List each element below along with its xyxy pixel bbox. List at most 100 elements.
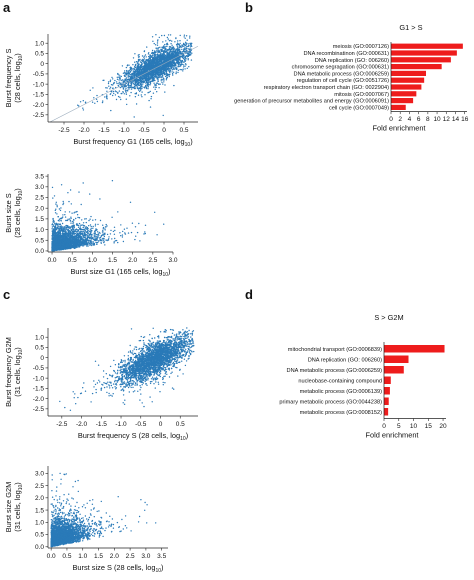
scatter-point bbox=[90, 225, 92, 228]
scatter-point bbox=[88, 230, 91, 232]
scatter-point bbox=[122, 81, 124, 83]
panel-label-a: a bbox=[3, 0, 11, 15]
scatter-point bbox=[178, 58, 180, 61]
scatter-point bbox=[173, 48, 175, 51]
scatter-point bbox=[162, 46, 164, 48]
scatter-point bbox=[163, 70, 165, 72]
scatter-point bbox=[113, 82, 116, 84]
scatter-point bbox=[109, 233, 112, 235]
scatter-point bbox=[55, 208, 57, 210]
scatter-point bbox=[86, 245, 88, 247]
scatter-point bbox=[152, 72, 155, 74]
scatter-point bbox=[139, 73, 141, 76]
scatter-point bbox=[135, 86, 137, 88]
scatter-point bbox=[169, 62, 171, 64]
scatter-point bbox=[157, 68, 160, 70]
scatter-point bbox=[184, 48, 186, 51]
scatter-point bbox=[153, 86, 155, 88]
scatter-point bbox=[138, 56, 140, 58]
scatter-point bbox=[177, 63, 180, 66]
scatter-point bbox=[127, 76, 130, 78]
scatter-point bbox=[162, 57, 164, 59]
scatter-point bbox=[145, 76, 147, 78]
scatter-point bbox=[168, 57, 170, 59]
scatter-point bbox=[109, 79, 112, 81]
scatter-point bbox=[140, 86, 142, 88]
scatter-point bbox=[129, 68, 132, 70]
scatter-point bbox=[69, 189, 72, 191]
scatter-point bbox=[86, 228, 88, 231]
scatter-point bbox=[177, 43, 179, 45]
scatter-point bbox=[137, 79, 140, 81]
scatter-point bbox=[140, 64, 143, 66]
scatter-point bbox=[112, 230, 115, 233]
scatter-point bbox=[148, 76, 151, 78]
scatter-point bbox=[146, 70, 148, 72]
scatter-point bbox=[102, 229, 104, 232]
scatter-point bbox=[158, 55, 160, 57]
scatter-point bbox=[89, 193, 91, 195]
scatter-point bbox=[134, 81, 136, 83]
scatter-point bbox=[59, 233, 61, 236]
scatter-point bbox=[131, 222, 134, 224]
scatter-point bbox=[149, 59, 151, 61]
scatter-point bbox=[164, 75, 167, 78]
scatter-point bbox=[124, 79, 127, 81]
scatter-point bbox=[160, 62, 162, 64]
scatter-point bbox=[125, 77, 128, 79]
scatter-point bbox=[126, 64, 129, 66]
scatter-point bbox=[78, 191, 80, 193]
scatter-point bbox=[172, 74, 174, 76]
scatter-point bbox=[163, 66, 165, 68]
scatter-point bbox=[145, 84, 147, 87]
scatter-point bbox=[165, 68, 168, 70]
scatter-point bbox=[56, 204, 58, 206]
y-tick-label: -2.5 bbox=[33, 112, 45, 119]
scatter-point bbox=[137, 94, 140, 96]
scatter-point bbox=[140, 59, 142, 61]
scatter-point bbox=[123, 81, 126, 83]
scatter-point bbox=[68, 200, 70, 203]
scatter-point bbox=[186, 67, 188, 69]
scatter-point bbox=[181, 45, 184, 47]
scatter-point bbox=[125, 98, 128, 100]
scatter-point bbox=[151, 62, 153, 64]
scatter-point bbox=[137, 72, 139, 74]
scatter-point bbox=[181, 48, 183, 51]
scatter-point bbox=[143, 81, 146, 83]
scatter-point bbox=[144, 232, 146, 235]
scatter-point bbox=[106, 225, 108, 227]
scatter-point bbox=[106, 233, 109, 236]
scatter-point bbox=[134, 53, 136, 55]
scatter-point bbox=[102, 233, 104, 235]
scatter-point bbox=[111, 180, 114, 182]
scatter-point bbox=[169, 60, 172, 63]
scatter-point bbox=[153, 42, 155, 45]
scatter-point bbox=[128, 78, 130, 80]
scatter-point bbox=[180, 62, 182, 64]
scatter-point bbox=[68, 226, 70, 228]
scatter-point bbox=[183, 34, 186, 36]
scatter-point bbox=[154, 57, 156, 59]
scatter-point bbox=[176, 54, 178, 56]
scatter-point bbox=[51, 226, 54, 228]
scatter-point bbox=[91, 243, 93, 245]
scatter-point bbox=[138, 68, 140, 70]
scatter-point bbox=[152, 76, 154, 79]
scatter-point bbox=[66, 219, 68, 222]
scatter-point bbox=[165, 79, 168, 81]
scatter-point bbox=[154, 55, 156, 58]
scatter-point bbox=[117, 91, 119, 94]
scatter-point bbox=[130, 73, 132, 76]
scatter-point bbox=[144, 231, 146, 233]
scatter-point bbox=[184, 44, 186, 46]
scatter-point bbox=[139, 90, 141, 93]
scatter-point bbox=[177, 47, 179, 49]
scatter-point bbox=[93, 97, 95, 99]
scatter-point bbox=[158, 75, 160, 77]
scatter-point bbox=[145, 87, 148, 90]
scatter-point bbox=[149, 60, 151, 62]
scatter-point bbox=[107, 81, 110, 83]
scatter-point bbox=[163, 45, 165, 47]
scatter-point bbox=[161, 75, 164, 77]
